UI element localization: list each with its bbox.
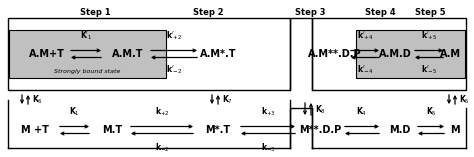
Bar	[356, 30, 465, 78]
Text: A.M.D: A.M.D	[379, 49, 411, 59]
Text: A.M: A.M	[439, 49, 461, 59]
Text: K$_8$: K$_8$	[315, 104, 326, 116]
Text: K$_7$: K$_7$	[222, 94, 233, 106]
Text: A.M**.D.P: A.M**.D.P	[308, 49, 362, 59]
Text: K$_1$: K$_1$	[69, 106, 80, 118]
Text: M**.D.P: M**.D.P	[299, 125, 341, 135]
Text: Step 4: Step 4	[365, 8, 395, 17]
Text: A.M+T: A.M+T	[29, 49, 65, 59]
Text: K$_4$: K$_4$	[356, 106, 367, 118]
Text: Step 1: Step 1	[80, 8, 110, 17]
Text: M.D: M.D	[389, 125, 410, 135]
Text: M*.T: M*.T	[205, 125, 230, 135]
Text: Step 3: Step 3	[295, 8, 325, 17]
Text: k$_{+2}$: k$_{+2}$	[155, 106, 169, 118]
Text: k$^{\prime}$$_{-4}$: k$^{\prime}$$_{-4}$	[357, 64, 373, 76]
Bar	[312, 18, 466, 90]
Text: k$_{-3}$: k$_{-3}$	[261, 142, 275, 154]
Text: K$_6$: K$_6$	[32, 94, 43, 106]
Text: k$^{\prime}$$_{-2}$: k$^{\prime}$$_{-2}$	[166, 64, 182, 76]
Text: Step 5: Step 5	[415, 8, 445, 17]
Text: k$^{\prime}$$_{+2}$: k$^{\prime}$$_{+2}$	[166, 30, 182, 42]
Text: A.M*.T: A.M*.T	[200, 49, 236, 59]
Text: k$^{\prime}$$_{+4}$: k$^{\prime}$$_{+4}$	[357, 30, 373, 42]
Text: K$_5$: K$_5$	[426, 106, 437, 118]
Text: A.M.T: A.M.T	[112, 49, 144, 59]
Text: Step 2: Step 2	[193, 8, 223, 17]
Text: M: M	[450, 125, 460, 135]
Text: k$^{\prime}$$_{+5}$: k$^{\prime}$$_{+5}$	[421, 30, 437, 42]
Text: k$_{+3}$: k$_{+3}$	[261, 106, 275, 118]
Text: Strongly bound state: Strongly bound state	[54, 70, 120, 75]
Text: K$_5$: K$_5$	[459, 94, 470, 106]
Bar	[8, 18, 290, 90]
Text: k$_{-2}$: k$_{-2}$	[155, 142, 169, 154]
Bar	[9, 30, 166, 78]
Text: k$^{\prime}$$_{-5}$: k$^{\prime}$$_{-5}$	[421, 64, 437, 76]
Text: M +T: M +T	[21, 125, 49, 135]
Text: M.T: M.T	[102, 125, 122, 135]
Text: K$^{\prime}$$_1$: K$^{\prime}$$_1$	[80, 30, 92, 42]
